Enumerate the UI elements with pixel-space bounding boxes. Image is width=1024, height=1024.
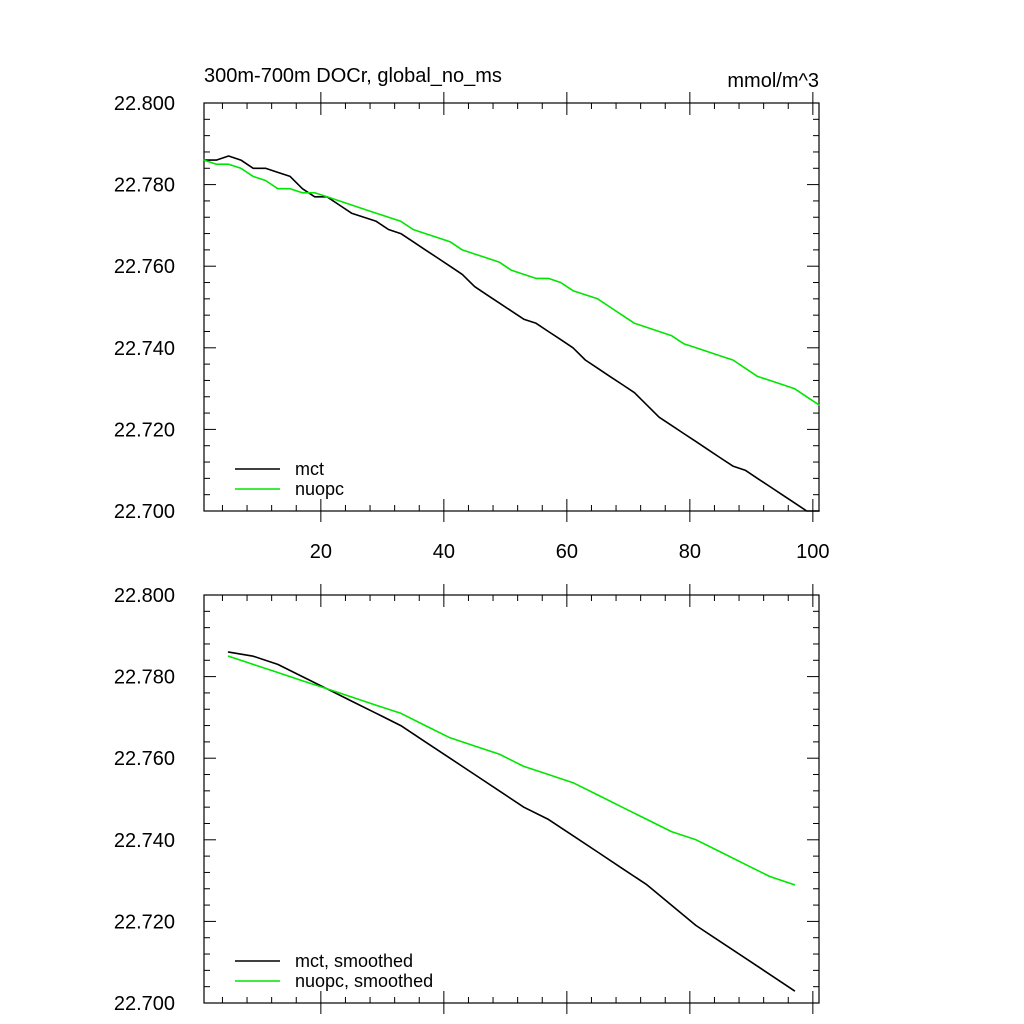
x-tick-label: 60 <box>556 541 578 563</box>
series-line-mct <box>203 155 820 512</box>
panel-top: 22.700 22.720 22.740 22.760 22.780 22.800 20 40… <box>114 92 830 563</box>
chart-title: 300m-700m DOCr, global_no_ms <box>204 65 502 87</box>
y-tick-label: 22.780 <box>114 175 175 197</box>
y-tick-label: 22.740 <box>114 338 175 360</box>
plot-frame <box>203 594 820 1004</box>
y-tick-label: 22.760 <box>114 256 175 278</box>
y-tick-label: 22.780 <box>114 667 175 689</box>
panel-bottom: 22.700 22.720 22.740 22.760 22.780 22.800 mct,… <box>114 584 820 1015</box>
y-tick-label: 22.760 <box>114 748 175 770</box>
legend-label: nuopc <box>295 479 344 499</box>
series-line-nuopc <box>203 159 820 406</box>
y-tick-label: 22.700 <box>114 501 175 523</box>
y-tick-label: 22.800 <box>114 93 175 115</box>
legend-label: mct, smoothed <box>295 951 413 971</box>
y-tick-label: 22.720 <box>114 419 175 441</box>
x-tick-label: 100 <box>796 541 829 563</box>
legend-label: mct <box>295 459 324 479</box>
x-tick-label: 80 <box>679 541 701 563</box>
y-tick-label: 22.720 <box>114 911 175 933</box>
y-tick-label: 22.700 <box>114 993 175 1015</box>
y-tick-label: 22.800 <box>114 585 175 607</box>
y-tick-label: 22.740 <box>114 830 175 852</box>
series-line-mct-smoothed <box>227 651 796 992</box>
legend-label: nuopc, smoothed <box>295 971 433 991</box>
plot-frame <box>203 102 820 512</box>
units-label: mmol/m^3 <box>727 70 819 92</box>
series-line-nuopc-smoothed <box>227 655 796 886</box>
x-tick-label: 40 <box>433 541 455 563</box>
x-tick-label: 20 <box>310 541 332 563</box>
